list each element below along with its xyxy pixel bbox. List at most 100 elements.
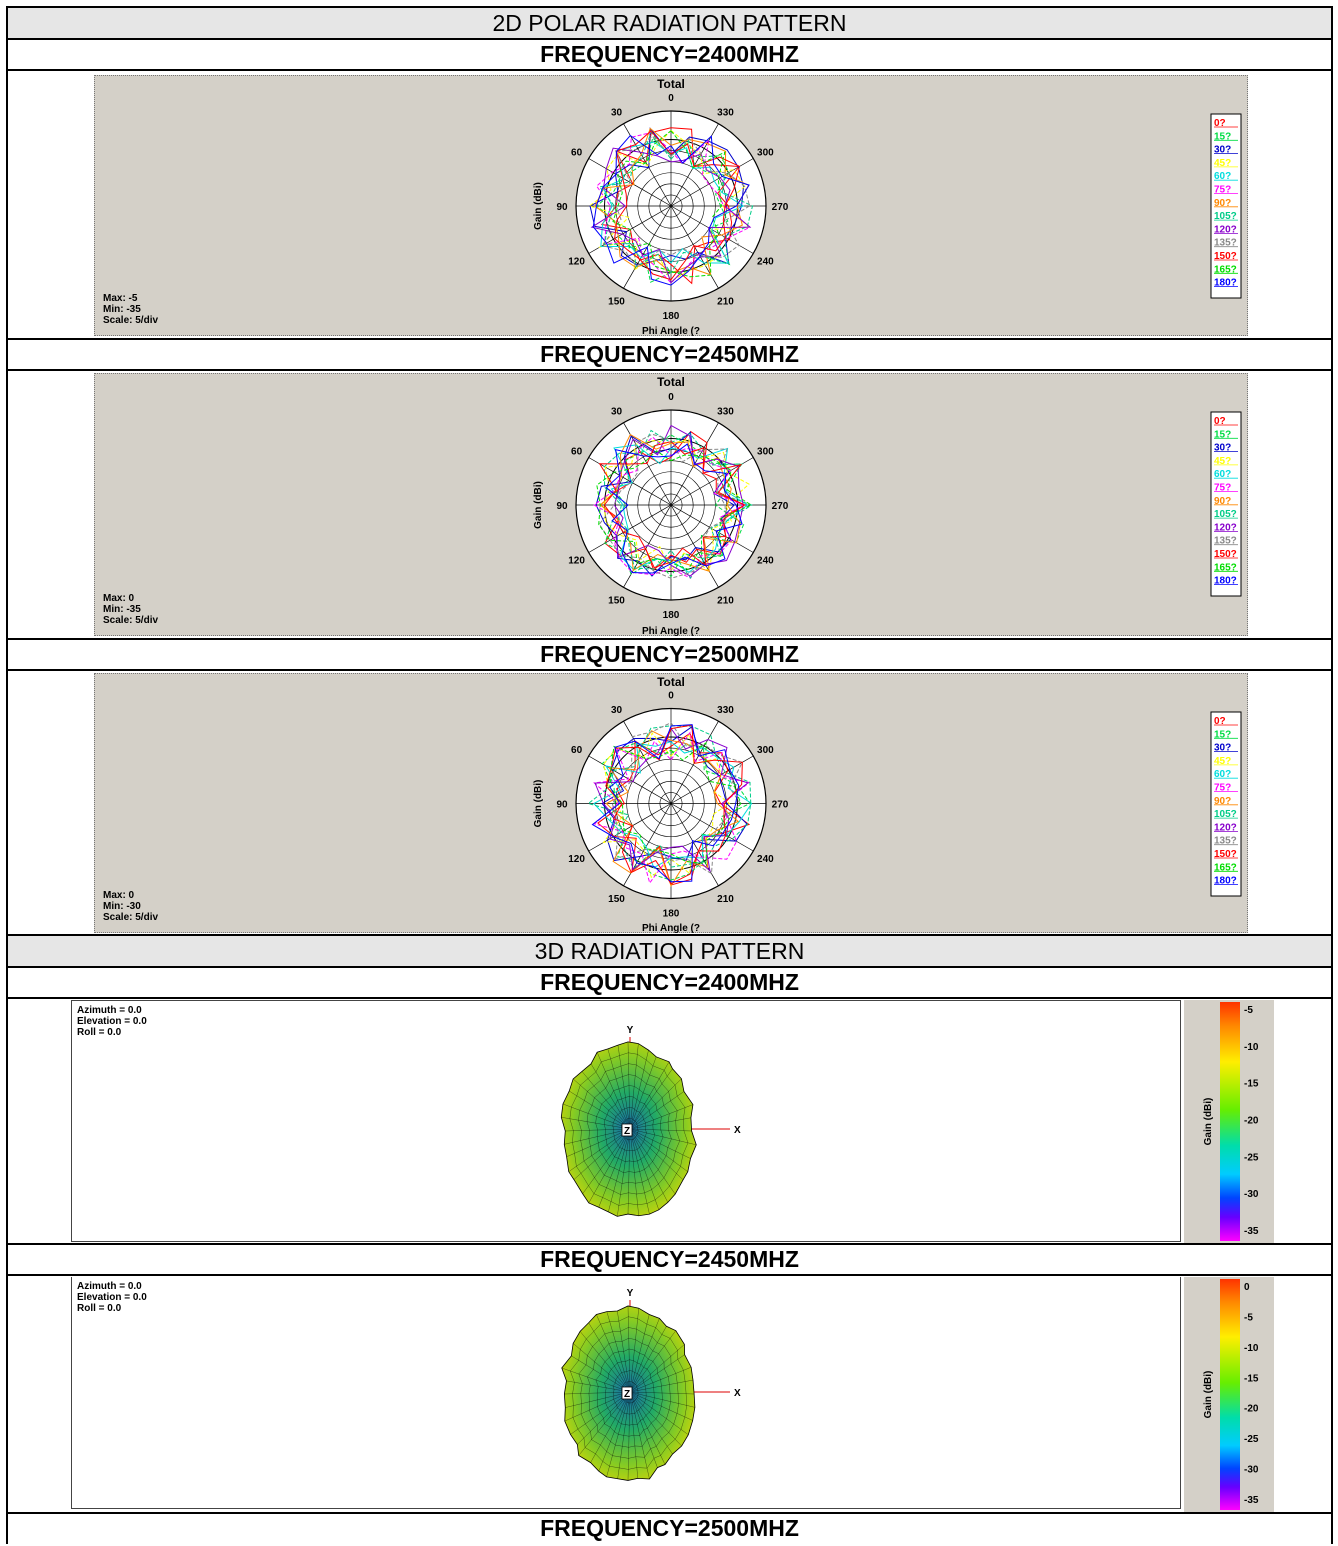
legend-box (1210, 113, 1242, 299)
angle-label: 150 (608, 296, 625, 307)
colorbar-tick: -10 (1244, 1042, 1259, 1053)
series-curve (599, 433, 741, 572)
mesh-ring (587, 1338, 671, 1448)
legend-entry: 180? (1214, 576, 1237, 587)
frequency-label: FREQUENCY=2500MHZ (540, 1515, 799, 1541)
angle-label: 0 (668, 93, 674, 104)
legend-entry: 30? (1214, 145, 1231, 156)
polar-plot-panel: Total 0 330 300 270 240 210 180 150 120 90 60 30 Gain… (94, 373, 1248, 637)
frequency-header: FREQUENCY=2500MHZ (8, 1514, 1331, 1546)
angle-label: 330 (717, 705, 734, 716)
legend-entry: 105? (1214, 211, 1237, 222)
legend-entry: 120? (1214, 522, 1237, 533)
legend-entry: 150? (1214, 849, 1237, 860)
angle-label: 0 (668, 691, 674, 702)
stat-scale: Scale: 5/div (103, 615, 158, 626)
angle-label: 60 (571, 148, 583, 159)
angle-label: 90 (556, 800, 568, 811)
section-header-3d: 3D RADIATION PATTERN (8, 936, 1331, 968)
polar-chart-svg: Total 0 330 300 270 240 210 180 150 120 90 60 30 Gain… (103, 77, 1242, 337)
colorbar-tick: -30 (1244, 1465, 1259, 1476)
series-curve (614, 130, 741, 281)
legend-entry: 45? (1214, 158, 1231, 169)
series-curve (605, 443, 743, 574)
angle-label: 30 (611, 108, 623, 119)
legend-entry: 180? (1214, 876, 1237, 887)
mesh-ring (595, 1085, 664, 1173)
colorbar-tick: -10 (1244, 1343, 1259, 1354)
colorbar-gradient (1220, 1002, 1240, 1241)
frequency-label: FREQUENCY=2400MHZ (540, 41, 799, 67)
frequency-header: FREQUENCY=2400MHZ (8, 968, 1331, 999)
elevation-label: Elevation = 0.0 (77, 1292, 147, 1303)
gain-colorbar: 0 -5 -10 -15 -20 -25 -30 -35 Gain (dBi) (1184, 1277, 1274, 1512)
z-axis-marker (621, 1386, 633, 1400)
mesh-ring (604, 1096, 656, 1162)
frequency-label: FREQUENCY=2450MHZ (540, 341, 799, 367)
colorbar-tick: -25 (1244, 1152, 1259, 1163)
legend-entry: 0? (1214, 416, 1226, 427)
section-title-3d: 3D RADIATION PATTERN (534, 938, 805, 964)
legend-entry: 180? (1214, 278, 1237, 289)
series-curve (600, 141, 745, 264)
colorbar-tick: -20 (1244, 1404, 1259, 1415)
series-curve (594, 728, 749, 873)
series-curve (598, 441, 746, 569)
roll-label: Roll = 0.0 (77, 1027, 122, 1038)
stat-min: Min: -35 (103, 304, 141, 315)
frequency-header: FREQUENCY=2450MHZ (8, 1245, 1331, 1276)
gain-colorbar: -5 -10 -15 -20 -25 -30 -35 Gain (dBi) (1184, 1000, 1274, 1243)
stat-min: Min: -35 (103, 604, 141, 615)
mesh-ring (570, 1316, 687, 1470)
pattern3d-row: Azimuth = 0.0 Elevation = 0.0 Roll = 0.0 Z X… (8, 1276, 1331, 1514)
polar-plot-panel: Total 0 330 300 270 240 210 180 150 120 90 60 30 Gain… (94, 673, 1248, 934)
section-title-2d: 2D POLAR RADIATION PATTERN (492, 10, 847, 36)
mesh-ring (578, 1063, 680, 1195)
legend-entry: 135? (1214, 238, 1237, 249)
z-axis-marker (621, 1123, 633, 1137)
legend-entry: 165? (1214, 562, 1237, 573)
angle-label: 210 (717, 296, 734, 307)
legend-entry: 165? (1214, 264, 1237, 275)
series-curve (593, 741, 753, 869)
legend-entry: 30? (1214, 443, 1231, 454)
azimuth-label: Azimuth = 0.0 (77, 1005, 142, 1016)
section-header-2d: 2D POLAR RADIATION PATTERN (8, 8, 1331, 40)
polar-spoke (588, 457, 672, 506)
frequency-header: FREQUENCY=2500MHZ (8, 640, 1331, 671)
report-table: 2D POLAR RADIATION PATTERN FREQUENCY=240… (6, 6, 1333, 1546)
series-curve (598, 131, 754, 274)
legend-entry: 30? (1214, 743, 1231, 754)
series-curve (601, 135, 751, 268)
angle-label: 30 (611, 407, 623, 418)
legend-box (1210, 411, 1242, 597)
legend-entry: 120? (1214, 822, 1237, 833)
series-curve (596, 131, 751, 284)
angle-label: 270 (772, 202, 789, 213)
z-axis-label: Z (624, 1126, 630, 1137)
series-curve (603, 438, 750, 572)
pattern3d-row: Azimuth = 0.0 Elevation = 0.0 Roll = 0.0 Z X… (8, 999, 1331, 1245)
legend-entry: 105? (1214, 509, 1237, 520)
legend-entry: 15? (1214, 429, 1231, 440)
colorbar-gradient (1220, 1279, 1240, 1510)
legend-entry: 75? (1214, 185, 1231, 196)
series-curve (593, 731, 751, 885)
angle-label: 270 (772, 501, 789, 512)
series-curve (596, 450, 753, 571)
angle-label: 150 (608, 595, 625, 606)
series-curve (610, 444, 749, 573)
legend-entry: 60? (1214, 769, 1231, 780)
angle-label: 270 (772, 800, 789, 811)
x-axis-label: X (734, 1125, 741, 1136)
colorbar-tick: -30 (1244, 1189, 1259, 1200)
x-axis-label: Phi Angle (? (642, 326, 700, 337)
colorbar-label: Gain (dBi) (1203, 1098, 1214, 1146)
legend-entry: 90? (1214, 198, 1231, 209)
legend-entry: 150? (1214, 549, 1237, 560)
colorbar-tick: -15 (1244, 1079, 1259, 1090)
legend-entry: 90? (1214, 496, 1231, 507)
legend-entry: 135? (1214, 536, 1237, 547)
